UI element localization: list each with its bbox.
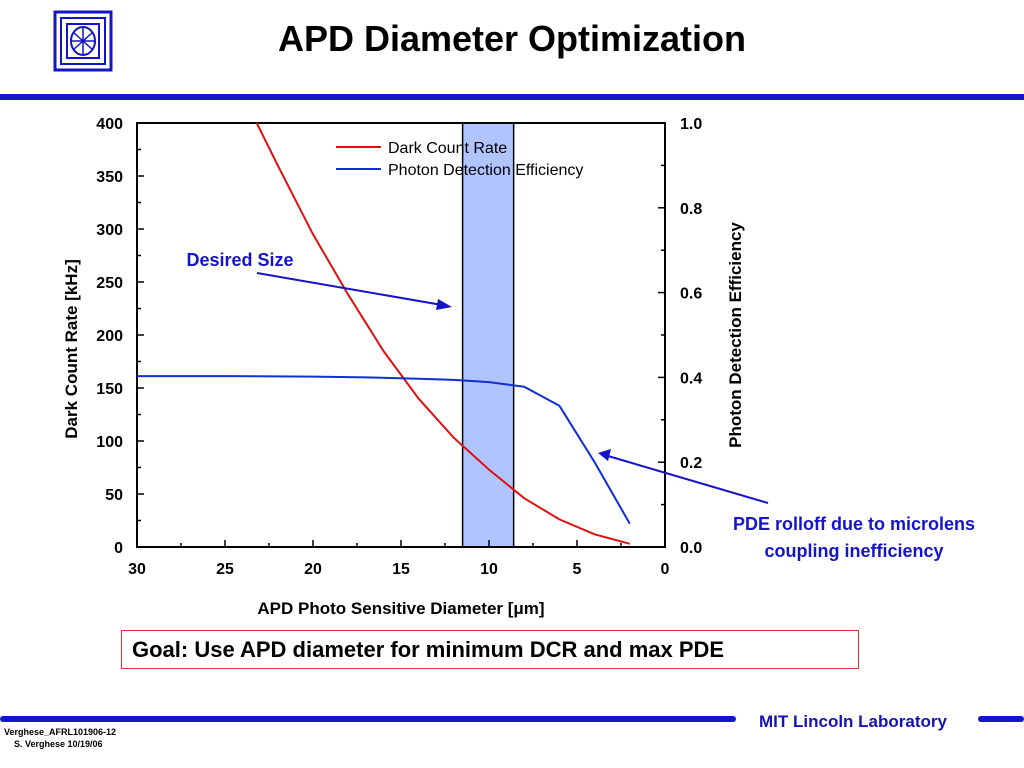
y-left-tick-label: 150 bbox=[96, 381, 123, 398]
x-axis-label-text: APD Photo Sensitive Diameter bbox=[257, 599, 507, 618]
annotation-desired-size: Desired Size bbox=[186, 250, 293, 270]
x-tick-label: 20 bbox=[304, 561, 322, 578]
x-tick-label: 5 bbox=[573, 561, 582, 578]
footer-doc-id: Verghese_AFRL101906-12 bbox=[4, 727, 117, 737]
y-right-tick-label: 1.0 bbox=[680, 116, 702, 133]
y-left-tick-label: 200 bbox=[96, 328, 123, 345]
x-axis-label-unit: [μm] bbox=[508, 599, 545, 618]
annotation-desired-size-arrow bbox=[256, 272, 443, 306]
legend-dcr-label: Dark Count Rate bbox=[388, 140, 507, 157]
mit-ll-logo-icon bbox=[53, 10, 113, 72]
y-left-tick-label: 250 bbox=[96, 275, 123, 292]
y-left-axis-ticks: 0 50 100 150 200 250 300 350 400 bbox=[96, 116, 144, 557]
x-tick-label: 15 bbox=[392, 561, 410, 578]
y-left-tick-label: 50 bbox=[105, 487, 123, 504]
y-right-tick-label: 0.8 bbox=[680, 201, 702, 218]
x-tick-label: 10 bbox=[480, 561, 498, 578]
series-dark-count-rate-line bbox=[255, 122, 631, 545]
y-right-tick-label: 0.0 bbox=[680, 540, 702, 557]
footer-rule-right bbox=[978, 716, 1024, 722]
x-axis-ticks: 30 25 20 15 10 5 0 bbox=[128, 540, 670, 578]
y-left-tick-label: 300 bbox=[96, 222, 123, 239]
y-left-tick-label: 0 bbox=[114, 540, 123, 557]
x-tick-label: 25 bbox=[216, 561, 234, 578]
header-rule bbox=[0, 94, 1024, 100]
y-left-axis-label: Dark Count Rate [kHz] bbox=[62, 259, 81, 438]
goal-text: Goal: Use APD diameter for minimum DCR a… bbox=[132, 637, 725, 662]
annotation-pde-rolloff-arrow bbox=[607, 455, 769, 504]
arrowhead-pde-rolloff bbox=[598, 449, 611, 461]
legend: Dark Count Rate Photon Detection Efficie… bbox=[336, 140, 583, 179]
footer-org-name: MIT Lincoln Laboratory bbox=[759, 712, 947, 731]
x-axis-label: APD Photo Sensitive Diameter [μm] bbox=[257, 599, 544, 618]
y-left-tick-label: 100 bbox=[96, 434, 123, 451]
legend-pde-label: Photon Detection Efficiency bbox=[388, 162, 583, 179]
y-right-tick-label: 0.6 bbox=[680, 286, 702, 303]
y-right-axis-ticks: 0.0 0.2 0.4 0.6 0.8 1.0 bbox=[658, 116, 702, 557]
arrowhead-desired-size bbox=[436, 299, 452, 310]
y-right-axis-label: Photon Detection Efficiency bbox=[726, 222, 745, 448]
x-tick-label: 0 bbox=[661, 561, 670, 578]
footer-rule-left bbox=[0, 716, 736, 722]
y-left-tick-label: 350 bbox=[96, 169, 123, 186]
footer-author: S. Verghese 10/19/06 bbox=[14, 739, 103, 749]
page-title: APD Diameter Optimization bbox=[277, 18, 747, 59]
series-pde-line bbox=[137, 375, 631, 525]
y-right-tick-label: 0.2 bbox=[680, 455, 702, 472]
x-tick-label: 30 bbox=[128, 561, 146, 578]
goal-box: Goal: Use APD diameter for minimum DCR a… bbox=[121, 630, 859, 669]
plot-frame bbox=[136, 122, 666, 548]
annotation-pde-rolloff-line1: PDE rolloff due to microlens bbox=[733, 514, 975, 534]
y-left-tick-label: 400 bbox=[96, 116, 123, 133]
annotation-pde-rolloff-line2: coupling inefficiency bbox=[764, 541, 943, 561]
y-right-tick-label: 0.4 bbox=[680, 370, 702, 387]
